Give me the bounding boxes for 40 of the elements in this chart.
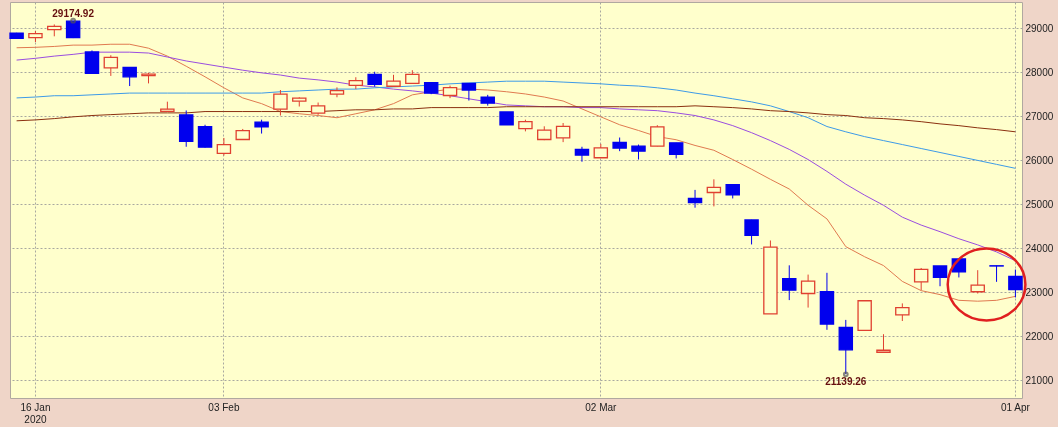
candlestick bbox=[273, 89, 288, 117]
candlestick bbox=[744, 219, 759, 245]
candlestick bbox=[706, 178, 722, 207]
line-series bbox=[16, 43, 1016, 302]
y-tick-label: 26000 bbox=[1025, 154, 1054, 166]
y-tick-label: 24000 bbox=[1025, 242, 1054, 254]
candlestick bbox=[103, 54, 119, 77]
y-tick-label: 27000 bbox=[1025, 110, 1054, 122]
line-series bbox=[16, 80, 1016, 169]
candlestick bbox=[574, 146, 590, 163]
candlestick bbox=[329, 86, 345, 98]
candlestick bbox=[838, 319, 854, 375]
candlestick bbox=[913, 267, 929, 291]
y-tick-label: 23000 bbox=[1025, 286, 1054, 298]
candlestick bbox=[876, 333, 891, 353]
annotation: 29174.92 bbox=[52, 7, 95, 19]
x-tick-label: 02 Mar bbox=[585, 401, 618, 413]
candlestick bbox=[1008, 269, 1023, 298]
candlestick bbox=[970, 269, 985, 294]
candlestick bbox=[461, 82, 477, 102]
candlestick bbox=[84, 49, 100, 74]
candlestick bbox=[197, 124, 213, 149]
line-series bbox=[16, 51, 1016, 262]
x-tick-label: 01 Apr bbox=[1000, 401, 1031, 413]
y-tick-label: 22000 bbox=[1025, 330, 1054, 342]
annotation: 21139.26 bbox=[825, 376, 867, 388]
candlestick bbox=[800, 274, 816, 309]
candlestick bbox=[650, 124, 665, 147]
y-tick-label: 29000 bbox=[1025, 22, 1054, 34]
candlestick bbox=[932, 265, 948, 287]
x-tick-label: 16 Jan 2020 bbox=[20, 401, 51, 425]
y-tick-label: 21000 bbox=[1025, 374, 1054, 386]
y-tick-label: 28000 bbox=[1025, 66, 1054, 78]
candlestick bbox=[989, 265, 1004, 283]
x-tick-label: 03 Feb bbox=[208, 401, 240, 413]
candlestick bbox=[687, 189, 703, 209]
y-tick-label: 25000 bbox=[1025, 198, 1054, 210]
candlestick bbox=[122, 66, 137, 87]
candlestick bbox=[555, 122, 571, 143]
candlestick bbox=[782, 264, 797, 301]
